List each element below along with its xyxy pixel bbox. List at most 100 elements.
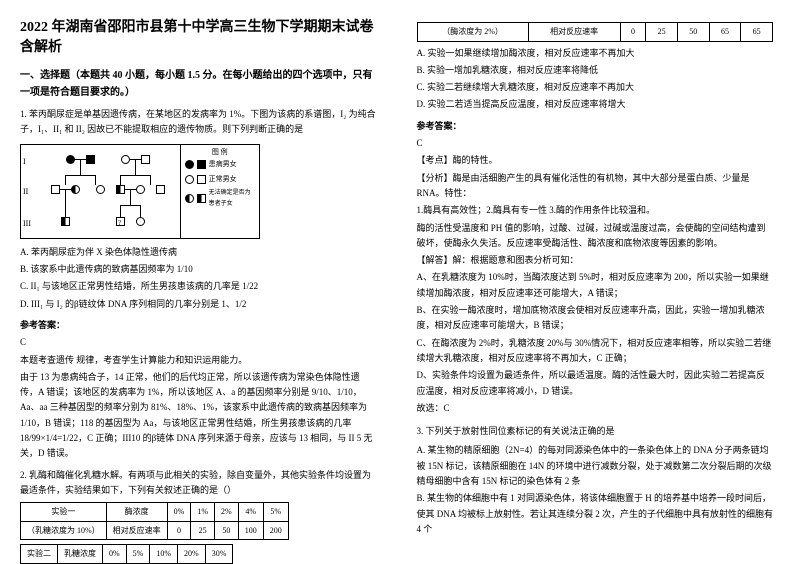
ped-node [61,217,70,226]
ped-node [66,155,75,164]
table-cell: 5% [263,503,288,522]
legend-label: 患病男女 [209,159,237,171]
solve-a: A、在乳糖浓度为 10%时，当酶浓度达到 5%时，相对反应速率为 200，所以实… [417,270,774,301]
legend-title: 图 例 [185,147,255,159]
table-cell: 0% [167,503,191,522]
q3-text: 3. 下列关于放射性同位素标记的有关说法正确的是 [417,424,774,439]
table-row: （酶浓度为 2%） 相对反应速率 0 25 50 65 65 [417,23,773,42]
ped-node [86,155,95,164]
table-cell: （乳糖浓度为 10%） [21,521,107,540]
table-cell: 相对反应速率 [528,23,620,42]
q1-analysis: 由于 13 为患病纯合子，14 正常，他们的后代均正常，所以该遗传病为常染色体隐… [20,370,377,462]
q2-opt-a: A. 实验一如果继续增加酶浓度，相对反应速率不再加大 [417,46,774,61]
table-cell: 1% [191,503,215,522]
ped-node [136,185,145,194]
ped-node [121,155,130,164]
ped-line [65,205,66,217]
q1-opt-c: C. II₁ 与该地区正常男性结婚，所生男孩患该病的几率是 1/22 [20,279,377,294]
square-filled-icon [197,160,206,169]
solve-b: B、在实验一酶浓度时，增加底物浓度会使相对反应速率升高，因此，实验一增加乳糖浓度… [417,303,774,334]
table-cell: 4% [238,503,263,522]
legend-label: 无法确定是否为患者子女 [209,188,255,208]
table-cell: 2% [215,503,239,522]
table-cell: 酶浓度 [106,503,167,522]
q3-opt-b: B. 某生物的体细胞中有 1 对同源染色体，将该体细胞置于 H 的培养基中培养一… [417,491,774,537]
legend-item: 无法确定是否为患者子女 [185,188,255,208]
q1-answer: C [20,335,377,350]
table-cell: 相对反应速率 [106,521,167,540]
gen-label-3: III [23,217,31,231]
q1-analysis-intro: 本题考查遗传 规律，考查学生计算能力和知识运用能力。 [20,353,377,368]
ped-line [130,194,131,205]
table-cell: 0 [620,23,646,42]
ped-line [120,205,140,206]
legend-item: 正常男女 [185,174,255,186]
solve-label: 【解答】解：根据题意和图表分析可知： [417,253,774,268]
table-row: 实验一 酶浓度 0% 1% 2% 4% 5% [21,503,289,522]
ped-line [120,175,121,185]
analysis-label: 【分析】酶是由活细胞产生的具有催化活性的有机物，其中大部分是蛋白质、少量是 RN… [417,171,774,202]
circle-filled-icon [185,160,194,169]
table-cell: 65 [741,23,773,42]
q2-opt-c: C. 实验二若继续增大乳糖浓度，相对反应速率不再加大 [417,80,774,95]
q2-table2: 实验二 乳糖浓度 0% 5% 10% 20% 30% [20,544,233,564]
table-cell: 200 [263,521,288,540]
q2-table-cont: （酶浓度为 2%） 相对反应速率 0 25 50 65 65 [417,22,774,42]
table-row: （乳糖浓度为 10%） 相对反应速率 0 25 50 100 200 [21,521,289,540]
pedigree-chart: I II III [21,145,180,238]
ped-node [156,185,165,194]
ped-line [95,175,96,185]
left-column: 2022 年湖南省邵阳市县第十中学高三生物下学期期末试卷含解析 一、选择题（本题… [0,0,397,561]
legend-item: 患病男女 [185,159,255,171]
therefore: 故选：C [417,401,774,416]
ped-line [65,189,66,205]
table-cell: 0 [167,521,191,540]
table-cell: 实验一 [21,503,107,522]
answer-label: 参考答案： [417,119,774,134]
ped-node [51,185,60,194]
table-cell: 50 [677,23,709,42]
circle-empty-icon [185,175,194,184]
q1-opt-a: A. 苯丙酮尿症为伴 X 染色体隐性遗传病 [20,245,377,260]
ped-line [140,205,141,217]
q2-opt-d: D. 实验二若适当提高反应温度，相对反应速率将增大 [417,97,774,112]
section-header: 一、选择题（本题共 40 小题，每小题 1.5 分。在每小题给出的四个选项中，只… [20,67,377,101]
gen-label-1: I [23,155,26,169]
ped-qmark: ? [118,218,121,230]
ped-line [65,175,95,176]
table-cell: （酶浓度为 2%） [417,23,528,42]
ped-node [141,155,150,164]
ped-line [150,175,151,185]
table-cell: 100 [238,521,263,540]
legend-label: 正常男女 [209,174,237,186]
table-cell: 25 [646,23,678,42]
q2-opt-b: B. 实验一增加乳糖浓度，相对反应速率将降低 [417,63,774,78]
gen-label-2: II [23,185,28,199]
q1-text: 1. 苯丙酮尿症是单基因遗传病，在某地区的发病率为 1%。下图为该病的系谱图，I… [20,107,377,138]
square-empty-icon [197,175,206,184]
q2-table1: 实验一 酶浓度 0% 1% 2% 4% 5% （乳糖浓度为 10%） 相对反应速… [20,502,289,540]
q1-opt-b: B. 该家系中此遗传病的致病基因频率为 1/10 [20,262,377,277]
ped-node [71,185,80,194]
ped-line [120,175,150,176]
pedigree-diagram: I II III [20,144,260,239]
table-cell: 25 [191,521,215,540]
ped-node [116,185,125,194]
ped-line [120,205,121,217]
square-half-icon [197,194,206,203]
ped-node [96,185,105,194]
ped-node [136,217,145,226]
answer-label: 参考答案： [20,318,377,333]
feature1: 1.酶具有高效性；2.酶具有专一性 3.酶的作用条件比较温和。 [417,203,774,218]
q2-answer: C [417,136,774,151]
point-label: 【考点】酶的特性。 [417,153,774,168]
table-cell: 65 [709,23,741,42]
solve-d: D、实验条件均设置为最适条件，所以最适温度。酶的活性最大时，因此实验二若提高反应… [417,368,774,399]
q3-opt-a: A. 某生物的精原细胞（2N=4）的每对同源染色体中的一条染色体上的 DNA 分… [417,443,774,489]
exam-title: 2022 年湖南省邵阳市县第十中学高三生物下学期期末试卷含解析 [20,18,377,57]
ped-line [80,159,81,175]
ped-line [135,159,136,175]
feature2: 酶的活性受温度和 PH 值的影响，过酸、过碱，过碱或温度过高，会使酶的空间结构遭… [417,221,774,252]
right-column: （酶浓度为 2%） 相对反应速率 0 25 50 65 65 A. 实验一如果继… [397,0,793,561]
pedigree-legend: 图 例 患病男女 正常男女 无法确定是否为患者子女 [180,145,259,238]
